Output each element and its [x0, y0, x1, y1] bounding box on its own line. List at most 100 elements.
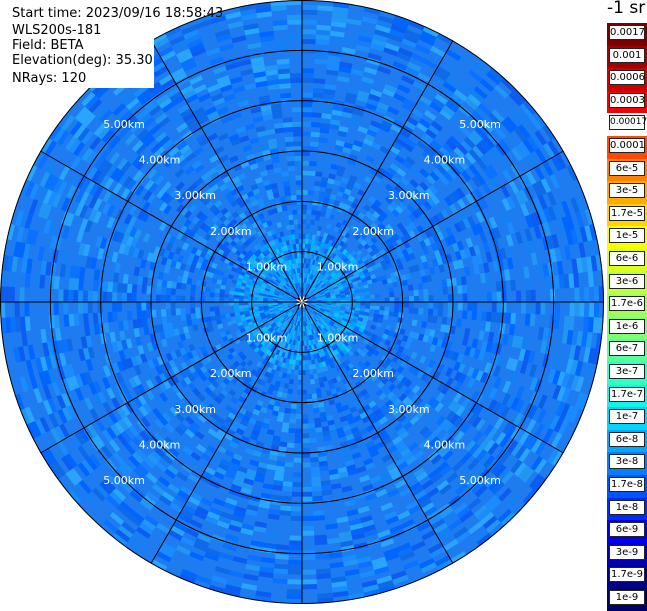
- ppi-cell: [351, 331, 357, 337]
- ppi-cell: [273, 244, 279, 250]
- ppi-cell: [339, 415, 348, 423]
- ppi-cell: [299, 321, 301, 327]
- ppi-cell: [495, 312, 502, 323]
- ppi-cell: [308, 423, 316, 429]
- ppi-cell: [439, 160, 451, 172]
- ppi-cell: [592, 317, 599, 334]
- ppi-cell: [305, 330, 308, 336]
- ppi-cell: [228, 347, 235, 354]
- ppi-cell: [236, 208, 244, 216]
- ppi-cell: [235, 196, 244, 204]
- ppi-cell: [308, 325, 311, 331]
- ppi-cell: [230, 457, 241, 466]
- ppi-cell: [61, 455, 74, 471]
- ppi-cell: [353, 283, 359, 289]
- ppi-cell: [319, 335, 324, 342]
- ppi-cell: [207, 367, 215, 376]
- ppi-cell: [293, 325, 296, 331]
- ppi-cell: [375, 488, 388, 498]
- ppi-cell: [236, 280, 242, 286]
- ppi-cell: [229, 233, 237, 241]
- ppi-cell: [316, 24, 331, 31]
- ppi-cell: [359, 308, 365, 312]
- ppi-cell: [146, 309, 152, 319]
- ppi-cell: [146, 153, 158, 166]
- ppi-cell: [574, 302, 580, 317]
- ppi-cell: [423, 288, 429, 296]
- ppi-cell: [350, 527, 364, 536]
- ppi-cell: [292, 290, 297, 295]
- ppi-cell: [311, 481, 322, 487]
- ppi-cell: [554, 247, 562, 262]
- ppi-cell: [170, 302, 176, 309]
- ppi-cell: [192, 233, 200, 242]
- ppi-cell: [172, 521, 187, 532]
- ppi-cell: [330, 296, 336, 299]
- ppi-cell: [216, 445, 227, 454]
- ppi-cell: [254, 521, 267, 529]
- ppi-cell: [238, 298, 244, 302]
- ppi-cell: [283, 306, 289, 309]
- ppi-cell: [319, 309, 325, 314]
- ppi-cell: [289, 379, 294, 385]
- ppi-cell: [386, 428, 397, 437]
- ppi-cell: [327, 323, 333, 329]
- ppi-cell: [302, 92, 313, 98]
- ppi-cell: [365, 493, 378, 502]
- ppi-cell: [376, 322, 382, 328]
- ppi-cell: [155, 365, 164, 375]
- ppi-cell: [394, 302, 400, 308]
- ppi-cell: [294, 447, 302, 453]
- ppi-cell: [313, 328, 318, 334]
- ppi-cell: [360, 295, 366, 299]
- ppi-cell: [312, 339, 316, 345]
- ppi-cell: [272, 578, 288, 585]
- ppi-cell: [256, 197, 264, 205]
- ppi-cell: [323, 333, 328, 339]
- ppi-cell: [324, 84, 337, 91]
- ppi-cell: [152, 324, 160, 334]
- ppi-cell: [327, 275, 333, 281]
- ppi-cell: [305, 316, 307, 322]
- ppi-cell: [216, 279, 222, 285]
- ppi-cell: [285, 373, 291, 379]
- ppi-cell: [285, 290, 291, 294]
- ppi-cell: [331, 109, 343, 117]
- ppi-cell: [339, 290, 345, 294]
- ppi-cell: [218, 79, 232, 89]
- ppi-cell: [491, 481, 505, 495]
- ppi-cell: [323, 365, 329, 372]
- ppi-cell: [125, 338, 133, 349]
- ppi-cell: [84, 324, 91, 337]
- ppi-cell: [265, 433, 274, 441]
- ppi-cell: [116, 232, 125, 244]
- ppi-cell: [186, 277, 193, 285]
- ppi-cell: [331, 303, 337, 306]
- ppi-cell: [536, 409, 547, 424]
- ppi-cell: [281, 280, 286, 285]
- ppi-cell: [365, 344, 372, 351]
- ppi-cell: [392, 436, 403, 445]
- colorbar-tick-label: 3e-5: [609, 183, 645, 199]
- ppi-cell: [106, 474, 120, 488]
- ppi-cell: [318, 352, 323, 358]
- ppi-cell: [311, 312, 316, 317]
- ppi-cell: [388, 375, 397, 384]
- ppi-cell: [295, 243, 300, 249]
- ppi-cell: [277, 298, 283, 300]
- ppi-cell: [329, 309, 335, 313]
- ppi-cell: [220, 284, 226, 290]
- ppi-cell: [189, 357, 197, 366]
- ppi-cell: [520, 202, 530, 217]
- ppi-cell: [311, 112, 322, 118]
- ppi-cell: [287, 299, 293, 301]
- ppi-cell: [214, 199, 223, 208]
- ppi-cell: [563, 274, 570, 289]
- ppi-cell: [361, 415, 371, 424]
- ppi-cell: [377, 167, 387, 176]
- ppi-cell: [286, 343, 291, 349]
- ppi-cell: [387, 106, 400, 116]
- ppi-cell: [375, 171, 385, 180]
- ppi-cell: [281, 495, 292, 502]
- ppi-cell: [54, 327, 62, 341]
